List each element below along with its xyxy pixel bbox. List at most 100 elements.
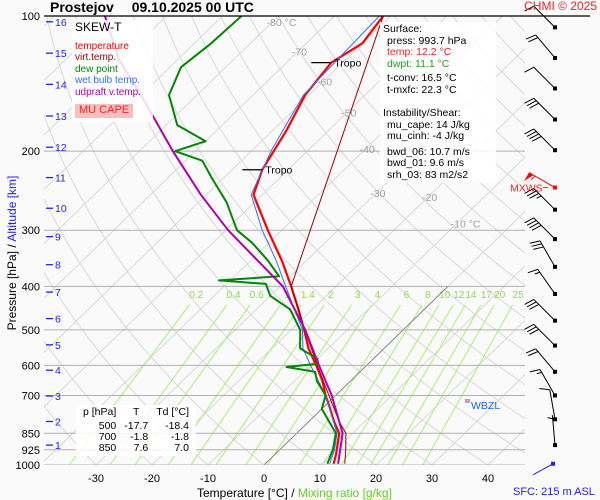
- surface-title: Surface:: [383, 23, 423, 35]
- dry-adiabat: [335, 16, 525, 222]
- pressure-tick-label: 400: [22, 281, 40, 293]
- mixing-ratio-line: [422, 304, 514, 465]
- wind-barb-feather: [526, 100, 537, 107]
- wind-barb-feather: [524, 217, 535, 224]
- wind-barb-dot: [553, 185, 557, 190]
- isotherm: [207, 156, 525, 465]
- cell-td: -18.4: [165, 420, 190, 432]
- wind-barb-staff: [539, 240, 556, 268]
- wind-barb-feather: [524, 188, 535, 194]
- wind-barb-feather: [524, 128, 535, 135]
- mixing-ratio-label: 8: [425, 290, 431, 301]
- isotherm: [375, 319, 525, 465]
- y-axis-separator: /: [5, 244, 19, 248]
- table-row: 700 -1.8 -1.8: [79, 432, 193, 443]
- mixing-ratio-label: 0.4: [227, 290, 241, 301]
- mixing-ratio-line: [370, 304, 466, 465]
- isotherm: [487, 428, 525, 465]
- wind-barb-feather: [526, 190, 537, 197]
- dry-adiabat: [539, 16, 600, 465]
- wind-barb-dot: [553, 117, 557, 122]
- altitude-tick-label: 4: [55, 365, 61, 377]
- t-mxfc: t-mxfc: 22.3 °C: [387, 83, 457, 96]
- wind-barb-feather: [531, 243, 542, 247]
- altitude-tick-label: 14: [55, 79, 67, 91]
- y-axis-title-altitude: Altitude [km]: [5, 175, 19, 242]
- wind-barb-half-feather: [530, 175, 536, 180]
- wind-barb-feather: [529, 368, 541, 373]
- wind-barb-dot: [553, 86, 557, 91]
- altitude-tick-label: 16: [55, 17, 67, 29]
- surface-wind-dot: [551, 461, 555, 466]
- wind-barb-feather: [529, 102, 539, 109]
- wind-barb-staff: [535, 348, 556, 373]
- cell-t: -1.8: [130, 431, 149, 443]
- sfc-label: SFC: 215 m ASL: [513, 486, 595, 498]
- wind-barb-feather: [531, 224, 542, 231]
- altitude-tick-label: 12: [55, 142, 67, 154]
- mixing-ratio-label: 3: [355, 290, 361, 301]
- tropopause-label: Tropo: [265, 165, 292, 177]
- legend-item: virt.temp.: [75, 52, 117, 63]
- legend-items: temperature virt.temp. dew point wet bulb t…: [75, 41, 151, 99]
- wind-barb-dot: [553, 55, 557, 60]
- tropopause-label: Tropo: [334, 58, 361, 70]
- wind-barb-feather: [525, 348, 536, 354]
- temperature-tick-label: 10: [314, 473, 326, 485]
- wind-barb-staff: [535, 34, 556, 59]
- dry-adiabat: [277, 16, 525, 286]
- y-axis-label: Pressure [hPa] / Altitude [km]: [5, 163, 19, 343]
- legend-item: wet bulb temp.: [75, 75, 141, 86]
- wind-barb-dot: [553, 237, 557, 242]
- cell-p: 700: [98, 431, 117, 443]
- wind-barb-half-feather: [534, 271, 540, 275]
- legend-item: dew point: [75, 63, 118, 75]
- dry-adiabat: [249, 16, 525, 319]
- copyright: CHMI © 2025: [524, 0, 597, 13]
- mixing-ratio-label: 25: [512, 290, 524, 301]
- wind-barb: [524, 128, 557, 153]
- temperature-tick-label: -20: [144, 473, 160, 485]
- altitude-tick-label: 10: [55, 203, 67, 215]
- mixing-ratio-label: 0.6: [250, 290, 264, 301]
- isotherm: [44, 16, 335, 299]
- surface-wind-staff: [532, 463, 554, 476]
- wind-barb-feather: [529, 133, 539, 140]
- wind-barb-dot: [553, 343, 557, 348]
- isotherm-label: -40: [360, 144, 375, 156]
- altitude-tick-label: 11: [55, 173, 66, 185]
- info-panel: Surface: press: 993.7 hPa temp: 12.2 °C …: [380, 22, 496, 183]
- mixing-ratio-label: 20: [494, 290, 506, 301]
- pressure-tick-label: 200: [22, 146, 40, 158]
- altitude-tick-label: 15: [55, 48, 67, 60]
- levels-table: p [hPa] T Td [°C] 500 -17.7 -18.4 700 -1.8 -…: [76, 405, 197, 456]
- datetime: 09.10.2025 00 UTC: [131, 0, 254, 15]
- x-axis-label: Temperature [°C] / Mixing ratio [g/kg]: [197, 486, 392, 500]
- mu-cinh: mu_cinh: -4 J/kg: [387, 130, 465, 142]
- wind-barb-feather: [524, 299, 535, 305]
- table-header-p: p [hPa]: [83, 406, 117, 418]
- wind-barb-dot: [553, 25, 557, 30]
- bwd-06: bwd_06: 10.7 m/s: [387, 145, 470, 158]
- mixing-ratio-line: [356, 304, 454, 465]
- srh-03: srh_03: 83 m2/s2: [387, 168, 469, 181]
- isotherm: [44, 16, 447, 408]
- wind-barb-feather: [529, 303, 539, 310]
- temperature-tick-label: 30: [426, 473, 438, 485]
- wind-barb-half-feather: [547, 417, 553, 420]
- wind-barb-half-feather: [536, 372, 542, 375]
- legend: SKEW-T temperature virt.temp. dew point wet…: [72, 20, 153, 122]
- wind-barb: [524, 217, 557, 242]
- mixing-ratio-line: [298, 304, 402, 465]
- table-row: 500 -17.7 -18.4: [79, 421, 193, 432]
- wind-barb-feather: [528, 37, 539, 43]
- wind-barb: [524, 66, 557, 91]
- altitude-tick-label: 9: [55, 232, 61, 244]
- mixing-ratio-label: 10: [439, 290, 451, 301]
- pressure-tick-label: 925: [22, 445, 40, 457]
- wind-barb-feather: [526, 301, 537, 308]
- wind-barb-dot: [553, 393, 557, 398]
- wind-barb-dot: [553, 318, 557, 323]
- surface-temp: temp: 12.2 °C: [387, 46, 452, 58]
